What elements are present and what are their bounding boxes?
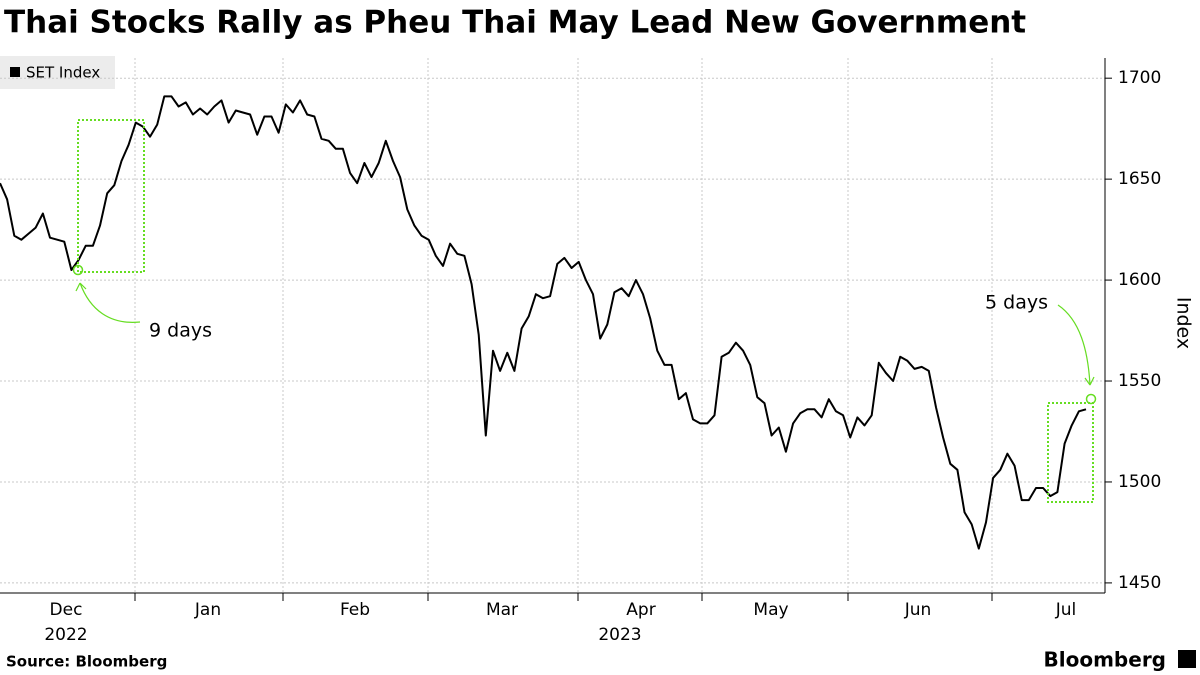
x-tick-label: Mar xyxy=(486,600,518,620)
annotation-box xyxy=(1047,402,1094,503)
y-axis-label: Index xyxy=(1173,297,1195,349)
y-tick-label: 1600 xyxy=(1118,270,1161,290)
annotation-box xyxy=(77,119,145,273)
annotation-arrow xyxy=(1057,304,1095,386)
y-tick-label: 1700 xyxy=(1118,68,1161,88)
y-tick-label: 1450 xyxy=(1118,573,1161,593)
x-tick-label: Feb xyxy=(340,600,370,620)
x-tick-label: May xyxy=(753,600,788,620)
legend-swatch xyxy=(10,67,20,77)
x-year-label: 2023 xyxy=(598,625,641,645)
y-tick-label: 1500 xyxy=(1118,472,1161,492)
annotation-text: 5 days xyxy=(985,292,1048,314)
x-tick-label: Jul xyxy=(1055,600,1077,620)
x-year-label: 2022 xyxy=(44,625,87,645)
annotation-text: 9 days xyxy=(149,320,212,342)
legend-label: SET Index xyxy=(26,64,100,82)
annotation-marker xyxy=(72,264,84,276)
brand-icon xyxy=(1178,650,1196,668)
brand: Bloomberg xyxy=(1044,648,1166,672)
annotations: 9 days 5 days xyxy=(72,119,1097,503)
annotation-arrow xyxy=(75,282,141,323)
x-tick-label: Apr xyxy=(626,600,655,620)
x-tick-label: Jan xyxy=(194,600,221,620)
x-tick-label: Dec xyxy=(50,600,83,620)
source: Source: Bloomberg xyxy=(6,653,167,671)
chart-title: Thai Stocks Rally as Pheu Thai May Lead … xyxy=(4,5,1026,41)
line xyxy=(0,95,1087,550)
y-tick-label: 1650 xyxy=(1118,169,1161,189)
annotation-marker xyxy=(1085,393,1097,405)
y-tick-label: 1550 xyxy=(1118,371,1161,391)
x-tick-label: Jun xyxy=(904,600,932,620)
